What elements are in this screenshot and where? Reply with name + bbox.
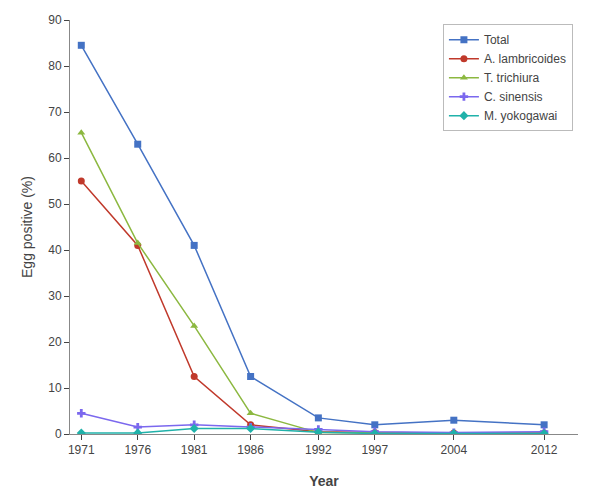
- svg-text:Year: Year: [309, 473, 339, 489]
- svg-text:40: 40: [48, 243, 62, 257]
- svg-text:50: 50: [48, 197, 62, 211]
- svg-text:90: 90: [48, 13, 62, 27]
- svg-text:1981: 1981: [181, 443, 208, 457]
- svg-text:1971: 1971: [68, 443, 95, 457]
- svg-text:1997: 1997: [361, 443, 388, 457]
- svg-text:60: 60: [48, 151, 62, 165]
- svg-text:80: 80: [48, 59, 62, 73]
- svg-text:A. lambricoides: A. lambricoides: [484, 52, 566, 66]
- svg-text:70: 70: [48, 105, 62, 119]
- svg-text:2012: 2012: [531, 443, 558, 457]
- svg-text:1992: 1992: [305, 443, 332, 457]
- svg-text:0: 0: [55, 427, 62, 441]
- svg-text:M. yokogawai: M. yokogawai: [484, 109, 557, 123]
- svg-text:10: 10: [48, 381, 62, 395]
- svg-text:T. trichiura: T. trichiura: [484, 71, 540, 85]
- svg-text:30: 30: [48, 289, 62, 303]
- svg-text:1986: 1986: [237, 443, 264, 457]
- svg-text:Total: Total: [484, 33, 509, 47]
- svg-text:C. sinensis: C. sinensis: [484, 90, 543, 104]
- svg-text:2004: 2004: [440, 443, 467, 457]
- svg-text:20: 20: [48, 335, 62, 349]
- svg-text:Egg positive (%): Egg positive (%): [19, 176, 35, 278]
- svg-text:1976: 1976: [124, 443, 151, 457]
